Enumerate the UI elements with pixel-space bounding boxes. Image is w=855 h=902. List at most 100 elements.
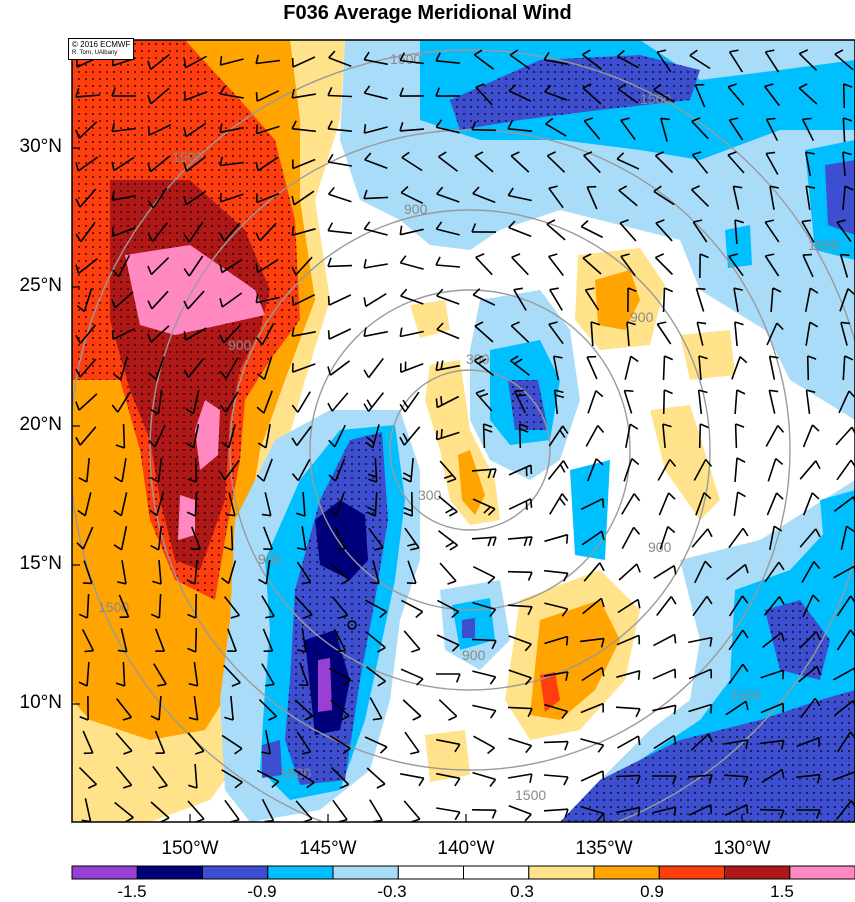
colorbar-label: -0.3 xyxy=(352,882,432,902)
colorbar-swatch xyxy=(268,866,333,879)
lat-label: 15°N xyxy=(0,553,62,575)
lon-label: 130°W xyxy=(692,838,792,860)
wind-barb-flag xyxy=(436,399,437,408)
ring-label: 1500 xyxy=(640,91,671,107)
wind-barb xyxy=(736,424,737,448)
colorbar xyxy=(72,866,855,879)
wind-barb xyxy=(124,424,125,448)
wind-barb-flag xyxy=(531,499,532,508)
wind-barb xyxy=(484,424,485,448)
colorbar-label: 0.9 xyxy=(612,882,692,902)
wind-barb-flag xyxy=(336,651,345,652)
wind-barb-flag xyxy=(221,193,222,202)
wind-barb xyxy=(328,96,352,97)
colorbar-label: -1.5 xyxy=(92,882,172,902)
wind-barb-flag xyxy=(603,771,604,780)
wind-barb xyxy=(808,356,809,380)
wind-barb-flag xyxy=(515,391,524,392)
ring-label: 300 xyxy=(418,487,442,503)
wind-barb-flag xyxy=(329,330,330,339)
wind-barb-flag xyxy=(696,289,705,290)
wind-barb-flag xyxy=(661,118,670,119)
ring-label: 900 xyxy=(648,539,672,555)
lon-label: 150°W xyxy=(140,838,240,860)
credit-box: © 2016 ECMWF R. Torn, UAlbany xyxy=(68,38,134,60)
wind-barb xyxy=(196,458,197,482)
wind-barb-flag xyxy=(526,501,527,510)
colorbar-swatch xyxy=(790,866,855,879)
wind-barb-flag xyxy=(639,671,640,680)
colorbar-label: 0.3 xyxy=(482,882,562,902)
lat-label: 30°N xyxy=(0,136,62,158)
lon-label: 135°W xyxy=(554,838,654,860)
credit-line: © 2016 ECMWF xyxy=(72,40,130,49)
map-plot-area: 300 300 900 900 900 900 900 900 1500 150… xyxy=(70,40,855,850)
lon-label: 140°W xyxy=(416,838,516,860)
wind-barb xyxy=(328,266,352,267)
wind-barb xyxy=(508,572,532,573)
wind-barb-flag xyxy=(803,119,812,120)
colorbar-label: -0.9 xyxy=(222,882,302,902)
wind-barb-flag xyxy=(567,535,568,544)
wind-barb xyxy=(544,742,568,743)
wind-barb-flag xyxy=(257,125,258,134)
wind-barb-flag xyxy=(783,670,784,679)
wind-barb-flag xyxy=(220,56,221,65)
wind-barb-flag xyxy=(292,226,293,235)
ring-label: 1500 xyxy=(730,687,761,703)
positive-wind-region xyxy=(425,730,470,782)
wind-barb-flag xyxy=(149,126,150,135)
colorbar-swatch xyxy=(725,866,790,879)
wind-barb-flag xyxy=(767,119,776,120)
wind-barb xyxy=(664,356,665,380)
negative-wind-region xyxy=(262,740,282,778)
wind-barb-flag xyxy=(83,583,92,584)
ring-label: 900 xyxy=(228,337,252,353)
colorbar-swatch xyxy=(333,866,398,879)
ring-label: 1500 xyxy=(390,51,421,67)
wind-barb xyxy=(700,424,701,448)
wind-barb-flag xyxy=(184,59,185,68)
colorbar-label: 1.5 xyxy=(742,882,822,902)
wind-barb-flag xyxy=(841,255,850,256)
wind-barb-flag xyxy=(841,322,850,323)
wind-barb xyxy=(664,390,665,414)
wind-barb-flag xyxy=(85,651,94,652)
wind-barb-flag xyxy=(441,396,442,405)
wind-barb xyxy=(196,628,197,652)
wind-barb-flag xyxy=(293,296,294,305)
wind-barb-flag xyxy=(226,515,235,516)
ring-label: 900 xyxy=(404,201,428,217)
wind-barb-flag xyxy=(293,58,294,67)
lat-label: 20°N xyxy=(0,414,62,436)
wind-barb-flag xyxy=(766,152,775,153)
wind-barb-flag xyxy=(711,705,712,714)
wind-barb-flag xyxy=(370,583,379,584)
wind-barb-flag xyxy=(441,429,442,438)
colorbar-swatch xyxy=(464,866,529,879)
wind-barb-flag xyxy=(747,805,748,814)
colorbar-swatch xyxy=(398,866,463,879)
positive-wind-region xyxy=(178,495,195,540)
ring-label: 900 xyxy=(630,309,654,325)
colorbar-swatch xyxy=(203,866,268,879)
wind-barb xyxy=(664,288,665,312)
wind-barb-flag xyxy=(603,499,604,508)
wind-barb xyxy=(472,130,496,131)
negative-wind-region xyxy=(462,618,475,638)
colorbar-swatch xyxy=(137,866,202,879)
negative-wind-region xyxy=(318,658,332,712)
wind-barb xyxy=(760,810,784,811)
wind-barb xyxy=(232,526,233,550)
credit-line: R. Torn, UAlbany xyxy=(72,49,130,58)
lon-label: 145°W xyxy=(278,838,378,860)
wind-barb-flag xyxy=(711,805,712,814)
ring-label: 900 xyxy=(462,647,486,663)
colorbar-swatch xyxy=(659,866,724,879)
wind-barb xyxy=(520,424,521,448)
wind-barb-flag xyxy=(517,395,526,396)
wind-barb-flag xyxy=(531,465,532,474)
wind-barb-flag xyxy=(624,391,633,392)
wind-barb-flag xyxy=(113,330,114,339)
